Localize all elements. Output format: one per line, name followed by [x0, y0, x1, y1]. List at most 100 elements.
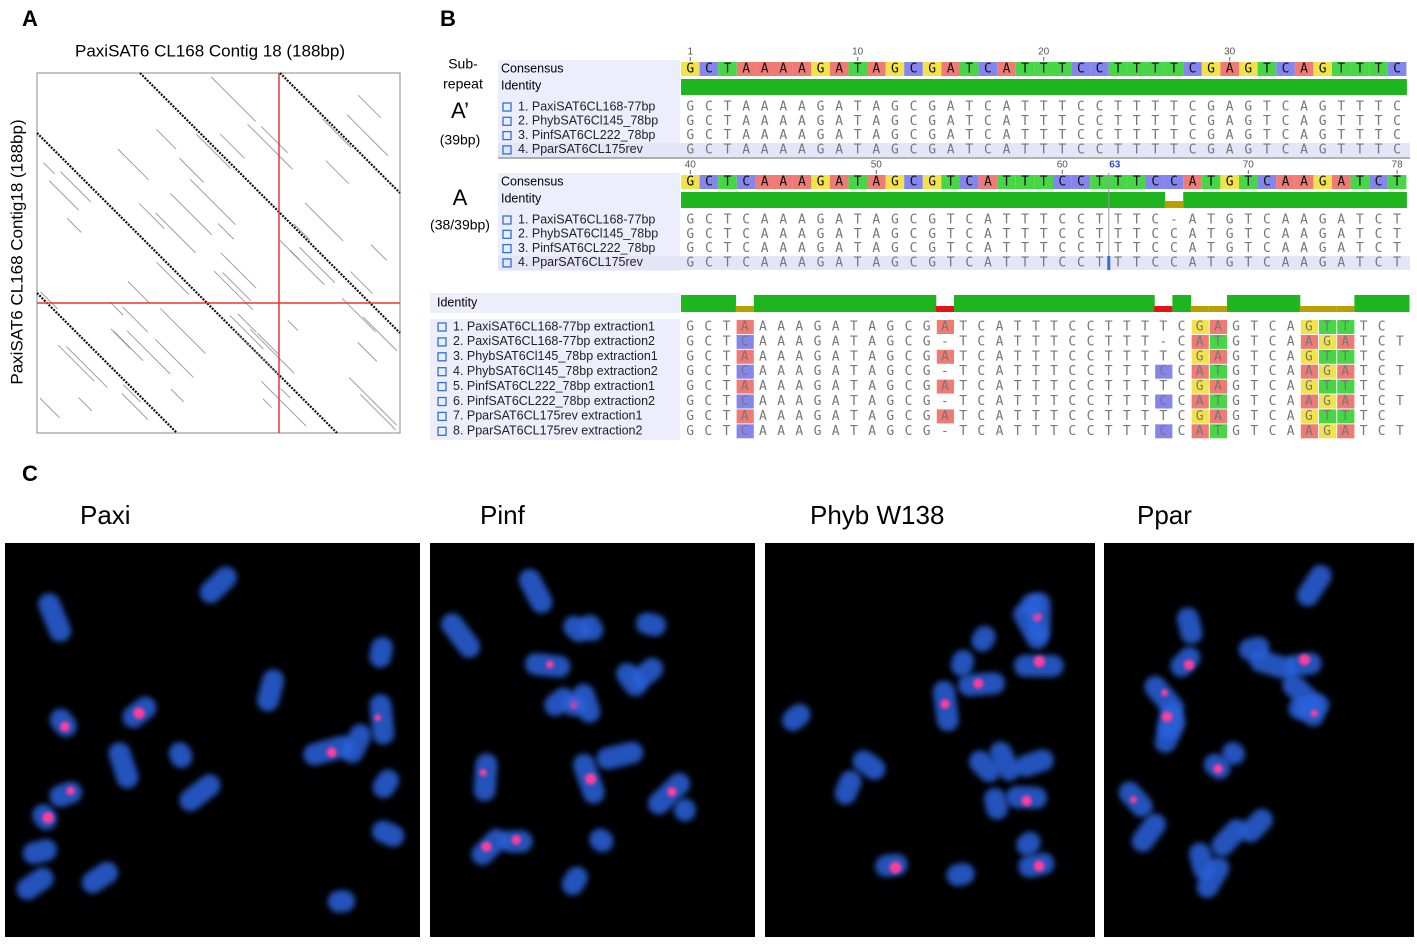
variant-cell: [936, 379, 954, 394]
variant-cell: [1337, 320, 1355, 334]
fish-signal: [42, 811, 54, 824]
variant-cell: [1337, 349, 1355, 364]
identity-bar: [829, 192, 849, 208]
dotplot-repeat: [234, 330, 279, 375]
fish-signal: [481, 841, 492, 852]
dotplot-repeat: [357, 342, 378, 362]
identity-bar: [718, 79, 738, 95]
panel-label: C: [22, 461, 38, 486]
repeat-name: A: [453, 185, 468, 210]
identity-bar: [954, 295, 973, 312]
chromosome: [1296, 564, 1332, 607]
sequence-name: 6. PinfSAT6CL222_78bp extraction2: [453, 394, 655, 408]
identity-bar: [753, 295, 773, 312]
fish-signal: [1213, 764, 1223, 774]
sequence: GCTCAAAGATAGCGTCATTTCCTTTCCATGTCAAGATCT: [686, 241, 1401, 256]
consensus-cell: [1239, 175, 1258, 189]
chromosome: [635, 612, 667, 637]
chromosome: [199, 566, 237, 604]
variant-cell: [1155, 424, 1173, 439]
fish-signal: [1021, 795, 1032, 806]
consensus-cell: [736, 175, 756, 189]
dotplot-repeat: [189, 178, 236, 226]
chromosome: [22, 839, 57, 865]
fish-signal: [973, 678, 984, 689]
identity-bar: [1387, 79, 1407, 95]
dotplot-repeat: [322, 118, 352, 148]
identity-bar: [681, 79, 701, 95]
chromosome: [951, 649, 975, 677]
consensus-cell: [1276, 175, 1295, 189]
variant-cell: [1337, 394, 1355, 409]
identity-bar: [681, 295, 700, 312]
variant-cell: [1337, 409, 1355, 424]
name-panel: [430, 319, 680, 440]
identity-bar: [1053, 192, 1073, 208]
identity-bar: [1090, 192, 1110, 208]
dotplot-repeat: [155, 129, 177, 150]
chromosome: [1296, 698, 1325, 727]
identity-bar: [935, 306, 954, 312]
chromosome: [441, 613, 481, 658]
consensus-cell: [1201, 62, 1221, 76]
chromosome: [946, 862, 975, 887]
identity-bar: [990, 295, 1010, 312]
identity-bar: [1276, 79, 1296, 95]
variant-cell: [736, 364, 754, 379]
consensus-cell: [1127, 175, 1146, 189]
dotplot: [36, 72, 401, 434]
image-title: Phyb W138: [810, 500, 944, 530]
consensus-cell: [718, 175, 737, 189]
dotplot-repeat: [360, 394, 396, 431]
selected-row: [498, 255, 1410, 270]
dotplot-repeat: [357, 94, 382, 119]
dotplot-repeat: [325, 160, 350, 185]
dotplot-repeat: [287, 319, 299, 331]
dotplot-repeat: [117, 148, 149, 181]
chromosome: [561, 866, 588, 896]
variant-cell: [1319, 424, 1337, 439]
variant-cell: [1319, 364, 1337, 379]
dotplot-repeat: [122, 384, 142, 403]
consensus-cell: [1015, 62, 1035, 76]
chromosome: [168, 742, 193, 769]
sequence: GCTCAAAGATAGCGTCATTTCCTTTC-ATGTCAAGATCT: [686, 213, 1401, 228]
identity-bar: [1336, 306, 1355, 312]
dotplot-repeat: [280, 388, 291, 399]
identity-bar: [1318, 306, 1337, 312]
variant-cell: [1191, 424, 1209, 439]
variant-cell: [1209, 379, 1227, 394]
chromosome: [852, 750, 886, 780]
variant-cell: [736, 394, 754, 409]
dotplot-repeat: [154, 338, 194, 378]
dotplot-repeat: [170, 388, 184, 403]
dotplot-repeat: [220, 252, 257, 289]
fish-signal: [1310, 709, 1318, 717]
dotplot-repeat: [299, 246, 336, 284]
dotplot-repeat: [57, 344, 95, 382]
dotplot-repeat: [350, 271, 373, 294]
row-icon: [437, 337, 447, 347]
identity-label: Identity: [501, 78, 542, 92]
identity-bar: [1263, 295, 1283, 312]
fish-signal: [940, 699, 950, 709]
sequence: GCTCAAAGATAGCGTCATTTCCTTTCCATGTCAAGATCT: [686, 227, 1401, 242]
consensus-cell: [1313, 175, 1332, 189]
identity-bar: [848, 79, 868, 95]
dotplot-repeat: [48, 180, 80, 211]
identity-bar: [922, 79, 942, 95]
fish-signal: [326, 747, 337, 758]
chromosome: [38, 593, 72, 642]
row-icon: [437, 352, 447, 362]
sequence-name: 2. PhybSAT6Cl145_78bp: [518, 227, 658, 241]
identity-bar: [681, 192, 701, 208]
identity-bar: [811, 192, 831, 208]
chromosome: [1176, 607, 1203, 645]
sub-repeat-label: Sub-: [448, 56, 478, 72]
chromosome: [1249, 650, 1297, 680]
chromosome: [971, 625, 996, 652]
consensus-cell: [904, 175, 923, 189]
consensus-cell: [829, 62, 849, 76]
consensus-cell: [1239, 62, 1258, 76]
selected-row: [498, 142, 1410, 157]
